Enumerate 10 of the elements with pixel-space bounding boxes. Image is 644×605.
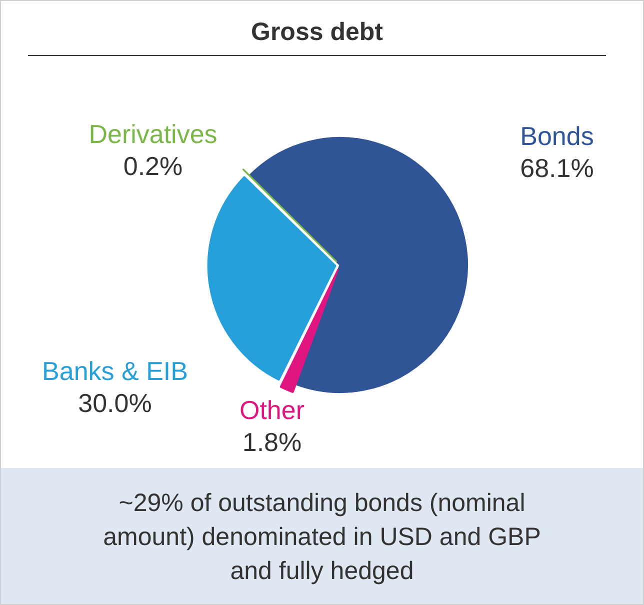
data-label: 68.1%	[519, 152, 595, 184]
slice-label: Banks & EIB	[41, 355, 189, 387]
text: ~29% of outstanding bonds (nominal amount) denominated in USD and GBP and fully hedged	[102, 488, 542, 587]
data-label: 0.2%	[122, 150, 184, 182]
slice-label: Other	[238, 394, 306, 426]
slice-label: Derivatives	[88, 118, 218, 150]
data-label: 1.8%	[241, 426, 303, 458]
chart-title: Gross debt	[28, 18, 606, 56]
data-label: 30.0%	[77, 387, 153, 419]
slice-label: Bonds	[519, 120, 595, 152]
